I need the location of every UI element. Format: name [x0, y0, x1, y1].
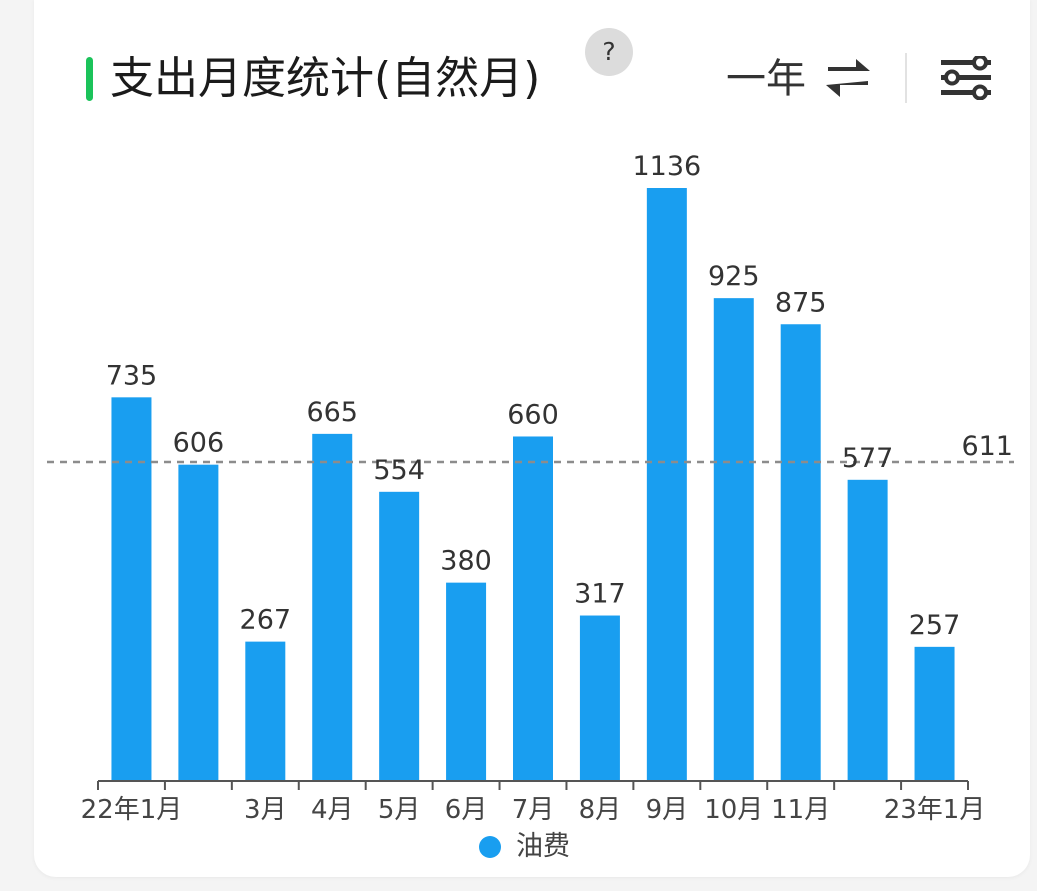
- bar-11: [847, 479, 888, 781]
- x-tick-label-0: 22年1月: [81, 795, 183, 825]
- x-tick-label-3: 4月: [311, 795, 354, 825]
- bar-5: [446, 582, 487, 781]
- x-tick-label-12: 23年1月: [884, 795, 986, 825]
- bar-2: [245, 641, 286, 781]
- legend-label[interactable]: 油费: [516, 831, 570, 862]
- data-label-0: 735: [106, 360, 158, 391]
- bar-8: [646, 188, 687, 781]
- data-label-10: 875: [775, 287, 827, 318]
- bar-10: [780, 324, 821, 781]
- range-selector-label[interactable]: 一年: [726, 56, 806, 102]
- data-label-5: 380: [440, 546, 492, 577]
- legend-marker: [479, 836, 501, 858]
- bar-6: [513, 436, 553, 781]
- x-tick-label-5: 6月: [445, 795, 488, 825]
- data-label-11: 577: [842, 443, 894, 474]
- bar-0: [111, 397, 152, 781]
- title-accent-bar: [86, 57, 93, 101]
- header-divider: [905, 53, 907, 103]
- data-label-2: 267: [240, 605, 292, 636]
- help-icon[interactable]: ?: [585, 28, 633, 76]
- bar-9: [713, 298, 754, 781]
- page-title: 支出月度统计(自然月): [110, 53, 541, 104]
- bar-3: [312, 433, 353, 781]
- x-tick-label-7: 8月: [579, 795, 622, 825]
- x-tick-label-6: 7月: [512, 795, 555, 825]
- x-tick-label-8: 9月: [646, 795, 689, 825]
- data-label-3: 665: [306, 397, 358, 428]
- bar-1: [178, 464, 219, 781]
- x-tick-label-2: 3月: [244, 795, 287, 825]
- data-label-9: 925: [708, 261, 760, 292]
- data-label-6: 660: [507, 399, 559, 430]
- x-tick-label-9: 10月: [704, 795, 763, 825]
- bar-4: [379, 491, 420, 781]
- data-label-12: 257: [909, 610, 961, 641]
- bar-12: [914, 646, 955, 781]
- sliders-icon[interactable]: [938, 56, 994, 100]
- data-label-8: 1136: [632, 151, 701, 182]
- data-label-7: 317: [574, 579, 626, 610]
- average-line-label: 611: [961, 431, 1013, 462]
- swap-arrows-icon[interactable]: [824, 55, 872, 101]
- data-label-4: 554: [373, 455, 425, 486]
- data-label-1: 606: [173, 428, 225, 459]
- bar-7: [579, 615, 620, 781]
- x-tick-label-10: 11月: [771, 795, 830, 825]
- x-tick-label-4: 5月: [378, 795, 421, 825]
